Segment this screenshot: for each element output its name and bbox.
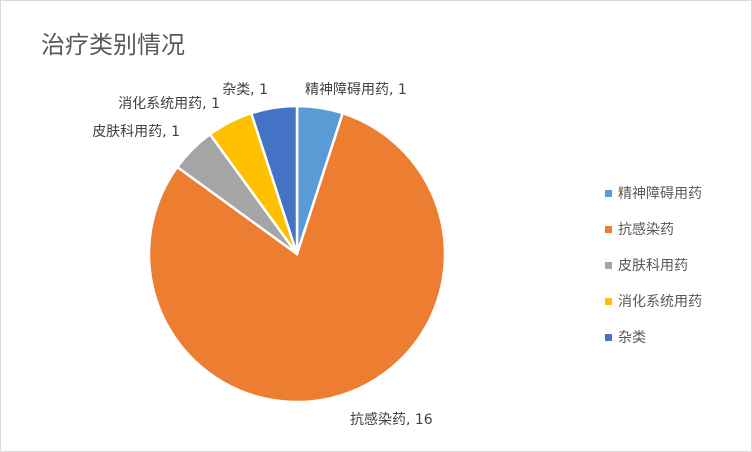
legend-item: 皮肤科用药 — [605, 247, 702, 283]
data-label: 消化系统用药, 1 — [118, 96, 220, 112]
pie-slice-2 — [147, 111, 447, 404]
legend-label: 皮肤科用药 — [618, 258, 688, 274]
legend-label: 精神障碍用药 — [618, 186, 702, 202]
data-label: 精神障碍用药, 1 — [305, 82, 407, 98]
legend-swatch — [605, 189, 612, 197]
data-label: 皮肤科用药, 1 — [92, 124, 180, 140]
legend-item: 精神障碍用药 — [605, 175, 702, 211]
legend-item: 消化系统用药 — [605, 283, 702, 319]
pie-slice-5 — [249, 104, 299, 255]
data-label: 抗感染药, 16 — [350, 411, 433, 428]
legend-swatch — [605, 333, 612, 341]
legend-swatch — [605, 225, 612, 233]
legend-item: 杂类 — [605, 319, 702, 355]
data-label: 杂类, 1 — [222, 82, 268, 98]
legend-item: 抗感染药 — [605, 211, 702, 247]
legend-label: 抗感染药 — [618, 222, 674, 238]
legend-swatch — [605, 297, 612, 305]
chart-title: 治疗类别情况 — [41, 31, 185, 59]
legend-label: 消化系统用药 — [618, 294, 702, 310]
legend-label: 杂类 — [618, 330, 646, 346]
legend: 精神障碍用药 抗感染药皮肤科用药消化系统用药 杂类 — [605, 175, 702, 355]
legend-swatch — [605, 261, 612, 269]
